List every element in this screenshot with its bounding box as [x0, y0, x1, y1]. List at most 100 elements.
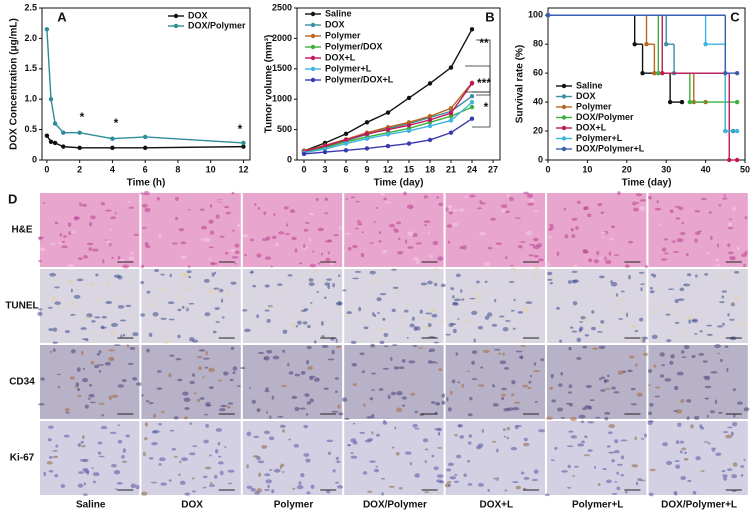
cell: [673, 385, 679, 391]
cell: [40, 377, 45, 381]
cell: [266, 411, 269, 414]
cell: [647, 368, 653, 374]
cell: [638, 297, 642, 300]
cell: [256, 314, 260, 319]
cell: [320, 253, 324, 256]
cell: [614, 481, 618, 483]
cell: [522, 384, 529, 388]
cell: [122, 333, 126, 337]
cell: [670, 354, 675, 359]
cell: [144, 436, 148, 441]
cell: [202, 486, 207, 489]
cell: [704, 376, 710, 381]
cell: [662, 304, 669, 307]
cell: [150, 303, 157, 306]
cell: [77, 257, 83, 260]
micrograph: [37, 193, 140, 269]
cell: [617, 191, 621, 196]
cell: [626, 312, 629, 318]
cell: [428, 348, 436, 352]
cell: [324, 282, 331, 286]
cell: [611, 459, 616, 463]
cell: [355, 200, 360, 203]
cell: [188, 208, 191, 211]
cell: [395, 407, 403, 413]
data-point: [469, 93, 475, 99]
cell: [200, 225, 207, 230]
cell: [277, 415, 284, 418]
cell: [326, 489, 331, 494]
cell: [669, 360, 674, 365]
cell: [117, 255, 121, 260]
cell: [675, 440, 680, 445]
cell: [70, 349, 76, 354]
cell: [217, 442, 221, 446]
y-axis-label: Tumor volume (mm³): [264, 35, 275, 134]
cell: [475, 293, 483, 299]
cell: [117, 305, 125, 309]
data-point: [61, 144, 66, 149]
cell: [639, 199, 646, 202]
cell: [598, 275, 605, 279]
cell: [287, 274, 293, 277]
cell: [683, 330, 687, 334]
cell: [704, 273, 709, 276]
cell: [717, 352, 720, 355]
cell: [298, 481, 302, 485]
cell: [49, 272, 57, 277]
data-point: [241, 140, 246, 146]
micrograph-bg: [648, 345, 748, 419]
cell: [89, 383, 93, 387]
cell: [631, 464, 639, 468]
cell: [677, 422, 682, 427]
cell: [477, 325, 484, 330]
cell: [533, 362, 537, 366]
cell: [70, 288, 73, 293]
cell: [736, 246, 740, 251]
cell: [189, 422, 193, 425]
cell: [110, 464, 117, 468]
cell: [667, 288, 675, 291]
cell: [77, 395, 82, 398]
cell: [571, 330, 578, 333]
cell: [296, 485, 304, 490]
cell: [73, 294, 81, 299]
cell: [68, 231, 72, 235]
legend-label: DOX: [576, 91, 596, 101]
column-label: DOX/Polymer: [363, 500, 427, 511]
x-tick-label: 12: [383, 164, 393, 174]
cell: [150, 481, 158, 484]
y-tick-label: 0: [538, 154, 543, 164]
cell: [350, 455, 358, 459]
cell: [463, 473, 467, 478]
cell: [99, 332, 103, 335]
cell: [403, 309, 409, 313]
cell: [506, 436, 510, 440]
cell: [613, 254, 620, 257]
cell: [128, 206, 134, 209]
cell: [582, 345, 588, 349]
cell: [584, 334, 590, 337]
cell: [686, 273, 692, 277]
cell: [676, 371, 684, 376]
legend-label: DOX: [188, 10, 208, 20]
cell: [410, 392, 416, 396]
cell: [482, 349, 490, 354]
cell: [527, 202, 535, 206]
cell: [220, 404, 228, 408]
cell: [651, 311, 656, 314]
cell: [455, 273, 461, 278]
cell: [729, 256, 736, 259]
cell: [97, 364, 105, 366]
cell: [485, 268, 488, 272]
cell: [230, 346, 235, 350]
cell: [382, 367, 390, 370]
cell: [391, 308, 396, 313]
cell: [455, 352, 458, 356]
cell: [638, 271, 645, 274]
cell: [291, 314, 296, 317]
cell: [733, 413, 736, 418]
data-point: [469, 81, 475, 86]
cell: [143, 451, 146, 457]
cell: [160, 273, 165, 276]
